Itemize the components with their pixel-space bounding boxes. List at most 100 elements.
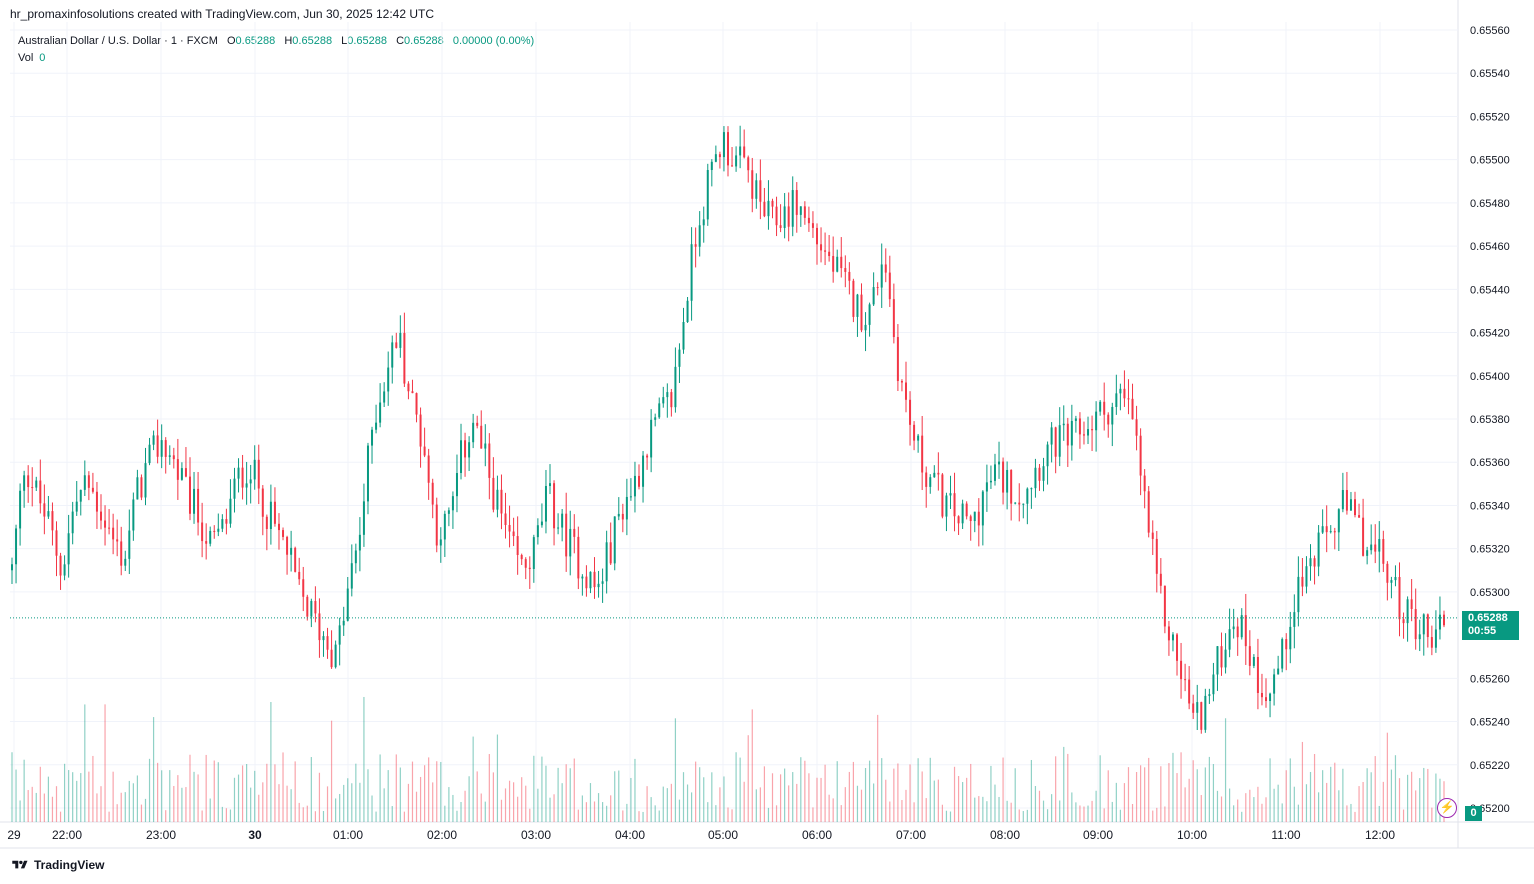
volume-bar: [31, 786, 33, 822]
volume-bar: [1087, 805, 1089, 822]
candle-body: [383, 391, 386, 403]
volume-bar: [1067, 753, 1069, 822]
candle-body: [379, 402, 382, 423]
volume-bar: [165, 810, 167, 822]
candle-body: [929, 477, 932, 487]
candle-body: [205, 541, 208, 544]
candle-body: [1256, 657, 1259, 694]
candle-body: [197, 488, 200, 523]
candle-body: [1026, 488, 1029, 504]
volume-bar: [1148, 757, 1150, 822]
candle-body: [836, 256, 839, 272]
volume-bar: [1160, 766, 1162, 822]
candle-body: [116, 539, 119, 542]
x-tick-label: 02:00: [427, 828, 457, 842]
candle-body: [1337, 509, 1340, 533]
volume-bar: [335, 798, 337, 822]
volume-bar: [96, 793, 98, 822]
volume-bar: [962, 782, 964, 822]
candle-body: [1386, 563, 1389, 583]
volume-bar: [779, 774, 782, 822]
candle-body: [1087, 429, 1090, 436]
volume-bar: [347, 778, 349, 822]
candle-body: [472, 422, 475, 443]
candle-body: [23, 475, 26, 491]
volume-bar: [1378, 805, 1380, 822]
volume-bar: [517, 796, 519, 822]
candle-body: [727, 132, 729, 166]
volume-bar: [1091, 800, 1093, 822]
candle-body: [229, 498, 232, 524]
candle-body: [945, 495, 948, 517]
candle-body: [108, 527, 111, 529]
volume-bar: [1135, 772, 1138, 822]
candle-body: [1208, 694, 1211, 696]
candle-body: [1358, 515, 1361, 518]
candle-body: [949, 493, 952, 496]
volume-bar: [788, 785, 790, 822]
volume-bar: [775, 805, 778, 822]
candle-body: [617, 513, 620, 517]
candle-body: [856, 294, 859, 317]
candle-body: [921, 435, 924, 473]
candle-body: [1107, 414, 1110, 425]
volume-bar: [140, 804, 143, 822]
candle-body: [419, 414, 422, 447]
volume-bar: [1394, 755, 1397, 822]
candle-body: [407, 383, 410, 392]
y-tick-label: 0.65380: [1470, 414, 1510, 426]
candle-body: [310, 600, 313, 617]
candle-body: [1394, 577, 1397, 581]
volume-bar: [1140, 765, 1142, 822]
volume-bar: [759, 787, 761, 822]
volume-bar: [120, 792, 122, 822]
candle-body: [1366, 550, 1369, 556]
candle-body: [1046, 444, 1049, 467]
candle-body: [298, 571, 301, 580]
candle-body: [803, 206, 806, 218]
volume-bar: [1233, 805, 1235, 822]
tradingview-brand[interactable]: TradingView: [10, 858, 104, 872]
candle-body: [492, 477, 495, 510]
volume-bar: [642, 811, 644, 822]
candle-body: [909, 399, 912, 425]
candle-body: [265, 516, 268, 530]
candle-body: [706, 170, 709, 220]
candle-body: [654, 417, 657, 420]
candle-body: [1062, 423, 1065, 426]
volume-label[interactable]: Vol: [18, 52, 34, 64]
volume-bar: [901, 800, 903, 822]
volume-bar: [1281, 803, 1283, 822]
candle-body: [1099, 401, 1102, 412]
candle-body: [350, 563, 353, 589]
candle-body: [1176, 634, 1179, 661]
candle-body: [411, 391, 414, 394]
volume-bar: [1370, 772, 1372, 822]
symbol-title[interactable]: Australian Dollar / U.S. Dollar · 1 · FX…: [18, 35, 218, 47]
volume-bar: [318, 772, 321, 822]
volume-bar: [1386, 732, 1388, 822]
volume-bar: [792, 772, 794, 822]
candle-body: [1022, 503, 1025, 505]
volume-bar: [1322, 770, 1324, 822]
x-tick-label: 29: [7, 828, 21, 842]
volume-bar: [784, 768, 786, 822]
volume-bar: [1374, 756, 1376, 822]
candle-body: [577, 536, 580, 579]
candle-body: [1180, 660, 1183, 680]
candle-body: [302, 579, 305, 597]
candle-body: [1248, 646, 1251, 666]
volume-bar: [1042, 800, 1045, 822]
candle-body: [1289, 626, 1292, 650]
last-price-value: 0.65288: [1468, 612, 1508, 624]
volume-bar: [1273, 788, 1275, 822]
candle-body: [221, 519, 224, 529]
candle-body: [209, 530, 212, 544]
flash-icon[interactable]: ⚡: [1437, 798, 1457, 818]
x-tick-label: 10:00: [1177, 828, 1207, 842]
volume-bar: [897, 763, 899, 822]
candle-body: [213, 530, 216, 532]
volume-bar: [371, 795, 373, 822]
candle-body: [1115, 393, 1118, 407]
